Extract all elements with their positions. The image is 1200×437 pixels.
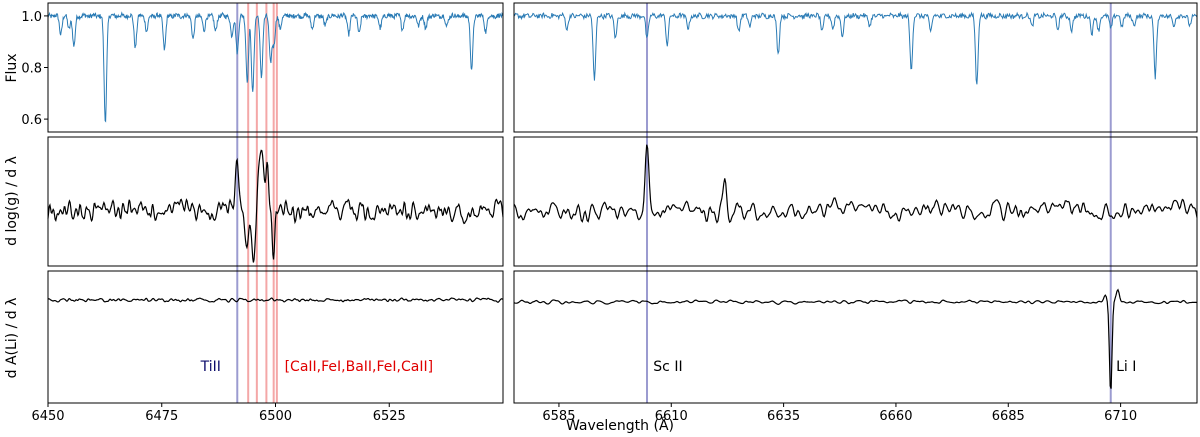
annotation-label: Sc II	[653, 359, 682, 375]
axis-ticks: 6450 6475 6500 6525 6585 6610 6635 6660 6685 6710…	[21, 10, 1137, 424]
annotation-label: [CaII,FeI,BaII,FeI,CaII]	[285, 359, 433, 375]
flux-series-left	[47, 11, 504, 123]
line-annotations: TiII [CaII,FeI,BaII,FeI,CaII] Sc II Li I	[200, 359, 1137, 375]
y-tick-label: 0.8	[21, 62, 42, 77]
y-axis-label-dlogg: d log(g) / d λ	[4, 156, 20, 246]
panel-frame-right-1	[513, 136, 1198, 267]
x-tick-label: 6585	[542, 409, 575, 424]
dali-series-right	[513, 288, 1198, 389]
annotation-label: TiII	[200, 359, 221, 375]
panel-frames	[47, 2, 1198, 404]
x-tick-label: 6475	[145, 409, 178, 424]
panel-frame-left-2	[47, 270, 504, 404]
x-tick-label: 6500	[259, 409, 292, 424]
x-tick-label: 6525	[373, 409, 406, 424]
dlogg-series-right	[513, 144, 1198, 224]
y-axis-label-flux: Flux	[4, 53, 20, 82]
panel-frame-left-1	[47, 136, 504, 267]
flux-series-right	[513, 11, 1198, 85]
axis-labels: Wavelength (Å) Flux d log(g) / d λ d A(L…	[4, 53, 674, 434]
annotation-label: Li I	[1116, 359, 1136, 375]
panel-frame-right-0	[513, 2, 1198, 133]
x-tick-label: 6450	[31, 409, 64, 424]
x-tick-label: 6685	[992, 409, 1025, 424]
x-axis-label: Wavelength (Å)	[566, 417, 674, 434]
dlogg-series-left	[47, 149, 504, 263]
x-tick-label: 6635	[767, 409, 800, 424]
y-tick-label: 0.6	[21, 113, 42, 128]
line-markers	[236, 3, 1112, 403]
panel-frame-right-2	[513, 270, 1198, 404]
x-tick-label: 6610	[655, 409, 688, 424]
dali-series-left	[47, 297, 504, 303]
y-tick-label: 1.0	[21, 10, 42, 25]
spectral-series	[47, 11, 1198, 389]
x-tick-label: 6710	[1104, 409, 1137, 424]
x-tick-label: 6660	[879, 409, 912, 424]
y-axis-label-dali: d A(Li) / d λ	[4, 298, 20, 379]
